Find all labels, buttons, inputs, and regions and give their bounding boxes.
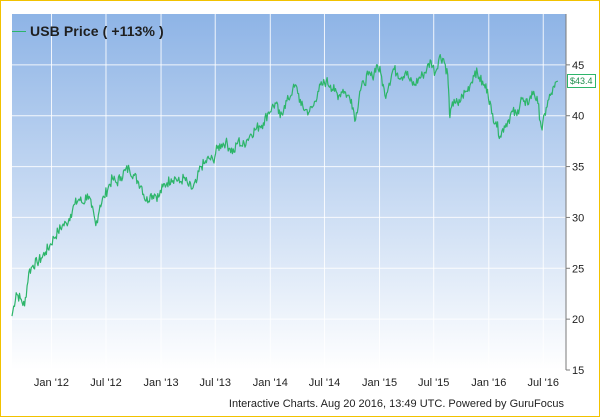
y-tick-label: 15 xyxy=(572,365,584,377)
y-tick-label: 40 xyxy=(572,111,584,123)
y-tick-label: 30 xyxy=(572,212,584,224)
horizontal-gridlines xyxy=(12,64,566,371)
plot-background xyxy=(12,14,566,370)
x-tick-label: Jul '13 xyxy=(199,377,230,389)
legend-label: USB Price ( +113% ) xyxy=(30,23,164,39)
y-axis-ticks: 15 20 25 30 35 40 45 xyxy=(566,60,584,377)
x-tick-label: Jul '16 xyxy=(528,377,559,389)
vertical-gridlines xyxy=(51,14,544,370)
x-tick-label: Jan '12 xyxy=(34,377,69,389)
x-tick-label: Jan '15 xyxy=(362,377,397,389)
last-price-badge: $43.4 xyxy=(567,74,596,88)
y-tick-label: 45 xyxy=(572,60,584,72)
legend-line-swatch xyxy=(12,30,26,32)
x-tick-label: Jul '12 xyxy=(90,377,121,389)
x-axis-ticks: Jan '12 Jul '12 Jan '13 Jul '13 Jan '14 Jul '… xyxy=(34,377,559,389)
x-tick-label: Jul '14 xyxy=(309,377,340,389)
chart-footer-credit: Interactive Charts. Aug 20 2016, 13:49 U… xyxy=(228,398,564,410)
y-tick-label: 20 xyxy=(572,314,584,326)
series-line-usb xyxy=(11,53,559,317)
y-tick-label: 35 xyxy=(572,162,584,174)
x-tick-label: Jan '13 xyxy=(143,377,178,389)
chart-legend[interactable]: USB Price ( +113% ) xyxy=(12,23,164,39)
x-tick-label: Jan '14 xyxy=(253,377,288,389)
x-tick-label: Jan '16 xyxy=(471,377,506,389)
x-tick-label: Jul '15 xyxy=(418,377,449,389)
y-tick-label: 25 xyxy=(572,263,584,275)
